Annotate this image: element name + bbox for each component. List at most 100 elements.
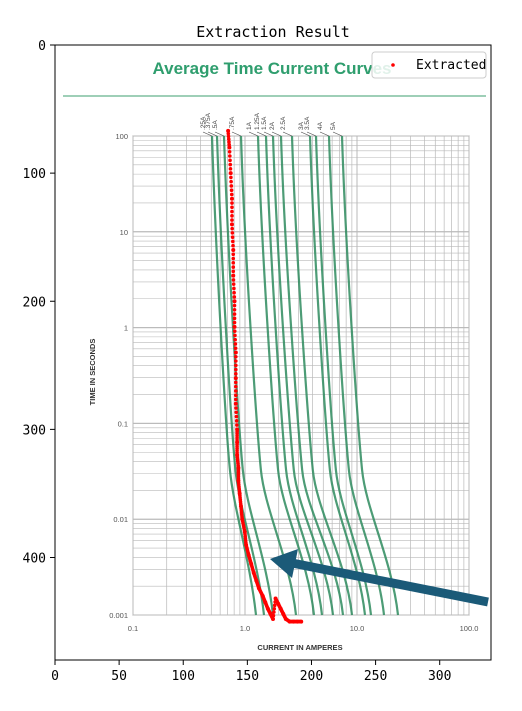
image-fuse-curve: [222, 135, 275, 616]
extracted-point: [233, 376, 238, 381]
extracted-point: [271, 613, 276, 618]
extracted-point: [229, 179, 233, 184]
extracted-point: [272, 610, 276, 614]
image-curve-label-leader: [202, 131, 213, 137]
image-curve-label-leader: [207, 131, 218, 137]
extracted-point: [231, 243, 235, 248]
x-tick-label: 50: [111, 669, 127, 684]
y-axis: 0 100 200 300 400: [23, 39, 55, 567]
extracted-point: [229, 188, 234, 193]
image-curve-label: 5A: [330, 121, 337, 130]
extracted-point: [233, 346, 238, 351]
image-fuse-curve: [314, 135, 373, 616]
image-curve-label-leader: [332, 131, 343, 137]
image-y-tick-label: 10: [120, 228, 128, 237]
extracted-point: [233, 342, 238, 346]
extracted-point: [229, 192, 234, 197]
extracted-point: [230, 231, 235, 235]
x-tick-label: 200: [300, 669, 323, 684]
extracted-point: [230, 214, 234, 218]
image-curve-label: 2.5A: [280, 116, 287, 130]
extracted-point: [299, 619, 304, 624]
image-curve-label-leader: [214, 131, 225, 137]
extracted-point: [226, 131, 231, 136]
image-curve-label: 2A: [269, 121, 276, 130]
y-tick-label: 0: [38, 39, 46, 54]
image-curve-label-leader: [231, 131, 242, 137]
background-image: Average Time Current Curves 0.1 1.0 10.0 10…: [55, 45, 491, 660]
extracted-point: [232, 312, 237, 316]
extracted-point: [230, 226, 234, 231]
image-curve-label-leader: [282, 131, 293, 137]
extracted-point: [234, 384, 238, 389]
extracted-point: [226, 134, 231, 139]
image-curve-label-leader: [263, 131, 274, 137]
extracted-point: [234, 397, 238, 402]
extracted-point: [234, 410, 239, 415]
x-axis: 0 50 100 150 200 250 300: [51, 660, 451, 684]
extracted-point: [234, 372, 238, 376]
extracted-point: [232, 329, 237, 333]
extracted-point: [230, 218, 234, 222]
image-curve-label-leader: [256, 131, 267, 137]
extracted-point: [227, 149, 232, 154]
image-curve-label: 3.5A: [304, 116, 311, 130]
image-fuse-curve: [271, 135, 335, 616]
image-y-tick-labels: 100 10 1 0.1 0.01 0.001: [109, 132, 128, 620]
image-curve-label: .5A: [212, 120, 219, 130]
extracted-point: [227, 140, 231, 144]
image-curves: [210, 135, 400, 616]
extracted-point: [228, 158, 232, 163]
extracted-point: [272, 603, 277, 608]
extracted-point: [234, 363, 238, 368]
image-curve-label-leader: [319, 131, 330, 137]
image-curve-label: 3A: [298, 121, 305, 130]
extracted-point: [231, 248, 236, 252]
extracted-point: [232, 290, 236, 295]
extracted-point: [233, 401, 238, 406]
image-x-tick-labels: 0.1 1.0 10.0 100.0: [128, 624, 479, 633]
legend-label: Extracted: [416, 58, 486, 73]
y-tick-label: 200: [23, 295, 46, 310]
extracted-point: [231, 256, 236, 261]
extracted-point: [234, 414, 239, 419]
extracted-point: [232, 303, 237, 308]
x-tick-label: 0: [51, 669, 59, 684]
extracted-point: [234, 419, 239, 423]
legend: Extracted: [371, 51, 487, 79]
extracted-point: [229, 196, 234, 201]
extracted-point: [234, 393, 238, 398]
y-tick-label: 400: [23, 552, 46, 567]
image-y-tick-label: 0.01: [113, 515, 128, 524]
image-curve-label: .25A: [200, 116, 207, 130]
extracted-point: [231, 261, 236, 265]
image-curve-label-leader: [248, 131, 259, 137]
extracted-point: [228, 167, 233, 171]
image-y-tick-label: 1: [124, 324, 128, 333]
extracted-point: [231, 273, 236, 278]
image-x-tick-label: 1.0: [240, 624, 250, 633]
extracted-point: [229, 222, 234, 227]
extracted-point: [231, 265, 236, 269]
image-x-label: CURRENT IN AMPERES: [257, 643, 342, 652]
extracted-point: [233, 337, 237, 342]
y-tick-label: 300: [23, 423, 46, 438]
image-curve-label: .75A: [229, 116, 236, 130]
image-curve-label-leader: [271, 131, 282, 137]
x-tick-label: 150: [236, 669, 259, 684]
extracted-point: [230, 209, 234, 214]
extracted-point: [234, 367, 238, 372]
y-tick-label: 100: [23, 167, 46, 182]
image-fuse-curve: [308, 135, 367, 616]
extracted-series: [226, 128, 304, 624]
extracted-point: [230, 235, 235, 239]
image-fuse-curve: [239, 135, 298, 616]
image-curve-label-leader: [306, 131, 317, 137]
extracted-point: [232, 307, 237, 312]
extracted-point: [232, 299, 237, 304]
extracted-point: [230, 205, 234, 210]
x-tick-label: 300: [428, 669, 451, 684]
extracted-point: [232, 286, 236, 291]
image-fuse-curve: [327, 135, 386, 616]
